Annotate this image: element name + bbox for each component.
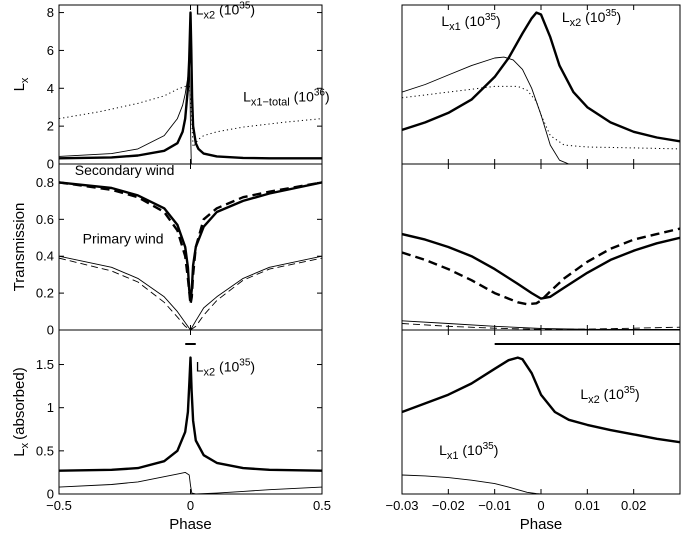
right-top-series-0 [402, 11, 680, 143]
right-mid-series-0 [402, 232, 680, 300]
left-bottom-series-0 [59, 356, 322, 472]
right-bottom-xtick-label-1: −0.02 [432, 498, 465, 513]
right-bottom-xtick-label-5: 0.02 [621, 498, 646, 513]
right-bottom-frame [401, 329, 681, 495]
right-bottom-annotation-1: Lx1 (1035) [439, 441, 498, 462]
left-mid-series-2 [59, 255, 322, 330]
right-bottom-series-0 [402, 356, 680, 444]
left-top-series-1 [59, 53, 322, 164]
left-top-ytick-label-1: 2 [47, 119, 54, 134]
left-mid-ylabel: Transmission [11, 203, 28, 292]
left-bottom-ylabel: Lx(absorbed) [11, 367, 31, 456]
left-bottom-ytick-label-3: 1.5 [36, 357, 54, 372]
right-bottom-annotation-0: Lx2 (1035) [580, 385, 639, 406]
left-bottom-ytick-label-0: 0 [47, 487, 54, 502]
left-top-ytick-label-4: 8 [47, 5, 54, 20]
left-top-annotation-1: Lx1−total (1036) [243, 88, 330, 109]
right-top-annotation-1: Lx2 (1035) [562, 8, 621, 29]
left-mid-annotation-1: Primary wind [83, 230, 164, 246]
left-bottom-xlabel: Phase [169, 516, 212, 533]
right-top-annotation-0: Lx1 (1035) [441, 12, 500, 33]
left-mid-annotation-0: Secondary wind [75, 162, 175, 178]
left-bottom-series-1 [59, 471, 322, 494]
left-bottom-ytick-label-1: 0.5 [36, 443, 54, 458]
left-top-annotation-0: Lx2 (1035) [196, 0, 255, 21]
left-bottom-xtick-label-0: −0.5 [46, 498, 72, 513]
right-bottom-xtick-label-2: −0.01 [478, 498, 511, 513]
left-bottom-annotation-0: Lx2 (1035) [196, 357, 255, 378]
right-top-series-2 [402, 85, 680, 150]
right-mid-series-1 [402, 227, 680, 306]
left-top-ylabel: Lx [11, 77, 31, 91]
left-bottom-xtick-label-1: 0 [187, 498, 194, 513]
left-top-series-0 [59, 11, 322, 160]
left-top-ytick-label-2: 4 [47, 81, 54, 96]
left-mid-series-3 [59, 257, 322, 330]
left-top-ytick-label-3: 6 [47, 43, 54, 58]
left-mid-ytick-label-3: 0.6 [36, 212, 54, 227]
left-top-ytick-label-0: 0 [47, 157, 54, 172]
right-bottom-xtick-label-4: 0.01 [575, 498, 600, 513]
left-mid-series-1 [59, 181, 322, 306]
left-bottom-ytick-label-2: 1 [47, 400, 54, 415]
right-mid-frame [401, 163, 681, 331]
right-bottom-xtick-label-0: −0.03 [386, 498, 419, 513]
right-bottom-xtick-label-3: 0 [537, 498, 544, 513]
right-top-frame [401, 4, 681, 165]
left-mid-ytick-label-4: 0.8 [36, 175, 54, 190]
right-top-series-1 [402, 56, 680, 164]
left-mid-ytick-label-0: 0 [47, 323, 54, 338]
left-mid-ytick-label-1: 0.2 [36, 286, 54, 301]
left-mid-ytick-label-2: 0.4 [36, 249, 54, 264]
right-bottom-xlabel: Phase [520, 516, 563, 533]
left-bottom-xtick-label-2: 0.5 [313, 498, 331, 513]
